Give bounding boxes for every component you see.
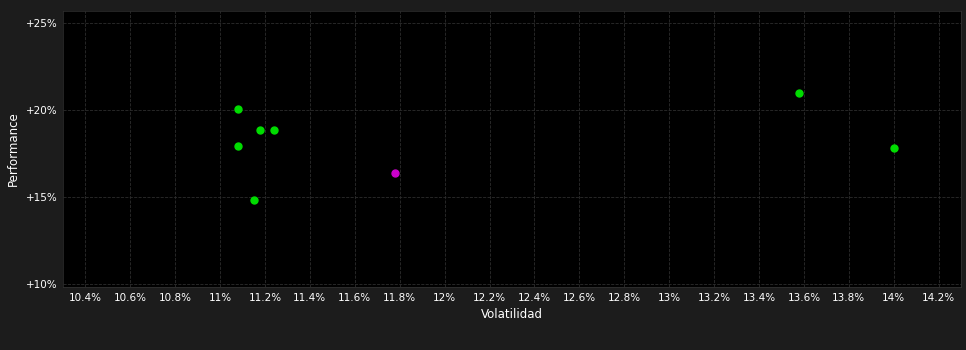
X-axis label: Volatilidad: Volatilidad xyxy=(481,308,543,321)
Y-axis label: Performance: Performance xyxy=(7,111,20,186)
